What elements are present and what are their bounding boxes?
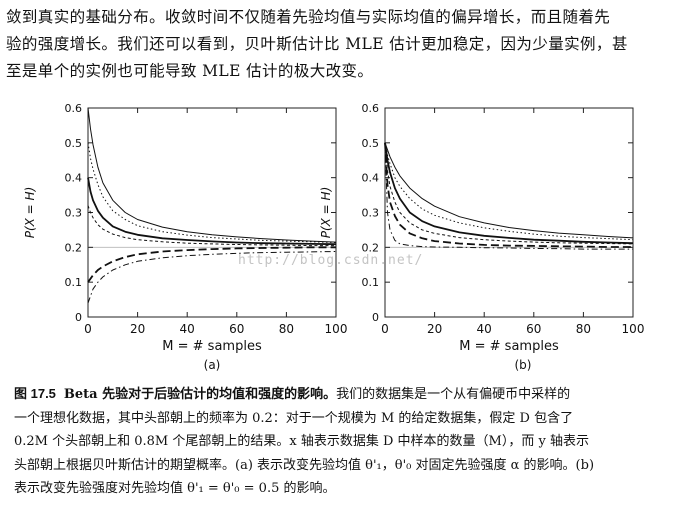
y-tick-label: 0.5 — [65, 137, 83, 150]
plot-frame — [384, 107, 634, 318]
series-line-dashed-fine — [384, 142, 634, 245]
caption-title: Beta 先验对于后验估计的均值和强度的影响。 — [63, 387, 337, 402]
x-axis-label: M = # samples — [459, 339, 559, 354]
paragraph-line: 敛到真实的基础分布。收敛时间不仅随着先验均值与实际均值的偏异增长，而且随着先 — [6, 8, 611, 26]
figure-17-5: 0 0.1 0.2 0.3 0.4 0.5 0.6 0 20 40 60 80 100 M = # sam… — [23, 102, 644, 372]
series-line-dash-dot — [384, 142, 633, 250]
caption-line: 表示改变先验强度对先验均值 θ'₁ = θ'₀ = 0.5 的影响。 — [14, 481, 336, 496]
series-line-dotted — [87, 142, 337, 243]
panel-label: (b) — [515, 358, 532, 372]
y-tick-label: 0.1 — [362, 276, 380, 289]
series-line-dashed-fine — [87, 205, 336, 247]
paragraph-line: 至是单个的实例也可能导致 MLE 估计的极大改变。 — [6, 62, 374, 80]
x-tick-label: 0 — [381, 322, 389, 336]
series-line-solid-bold — [384, 142, 634, 245]
x-tick-label: 80 — [576, 322, 591, 336]
caption-line: 一个理想化数据，其中头部朝上的频率为 0.2：对于一个规模为 M 的给定数据集，… — [14, 410, 574, 426]
chart-panel-a: 0 0.1 0.2 0.3 0.4 0.5 0.6 0 20 40 60 80 100 M = # sam… — [23, 102, 347, 372]
y-tick-label: 0.4 — [65, 172, 83, 185]
paragraph-line: 验的强度增长。我们还可以看到，贝叶斯估计比 MLE 估计更加稳定，因为少量实例，… — [6, 35, 628, 53]
caption-line: 0.2M 个头部朝上和 0.8M 个尾部朝上的结果。x 轴表示数据集 D 中样本… — [14, 434, 589, 449]
series-line-dashed-bold — [384, 142, 633, 248]
series-line-dash-dot — [87, 251, 337, 304]
x-tick-label: 40 — [180, 322, 195, 336]
y-tick-label: 0 — [75, 311, 82, 324]
x-tick-label: 100 — [325, 322, 348, 336]
y-tick-label: 0.1 — [65, 276, 83, 289]
y-tick-label: 0.6 — [65, 102, 83, 115]
x-tick-label: 60 — [229, 322, 244, 336]
x-tick-label: 20 — [130, 322, 145, 336]
series-line-solid-thin — [87, 107, 337, 243]
y-tick-label: 0.5 — [362, 137, 380, 150]
series-line-dotted — [384, 142, 634, 241]
y-axis-label: P(X = H) — [23, 187, 37, 239]
chart-panel-b: 0 0.1 0.2 0.3 0.4 0.5 0.6 0 20 40 60 80 100 M = # sam… — [319, 102, 644, 372]
y-tick-label: 0 — [372, 311, 379, 324]
y-axis-label: P(X = H) — [319, 187, 333, 239]
y-tick-label: 0.3 — [362, 207, 380, 220]
y-tick-label: 0.2 — [362, 241, 380, 254]
x-axis-label: M = # samples — [162, 339, 262, 354]
y-tick-label: 0.2 — [65, 241, 83, 254]
series-line-solid-thin — [384, 142, 634, 239]
series-line-solid-bold — [87, 177, 337, 246]
figure-caption: 图 17.5 Beta 先验对于后验估计的均值和强度的影响。我们的数据集是一个从有… — [14, 382, 694, 501]
x-tick-label: 0 — [84, 322, 92, 336]
x-tick-label: 60 — [526, 322, 541, 336]
caption-line: 头部朝上根据贝叶斯估计的期望概率。(a) 表示改变先验均值 θ'₁，θ'₀ 对固… — [14, 457, 595, 473]
watermark-text: http://blog.csdn.net/ — [238, 253, 424, 268]
series-line-dashed-bold — [87, 246, 336, 283]
y-tick-label: 0.6 — [362, 102, 380, 115]
y-tick-label: 0.3 — [65, 207, 83, 220]
x-tick-label: 100 — [622, 322, 645, 336]
y-tick-label: 0.4 — [362, 172, 380, 185]
x-tick-label: 80 — [279, 322, 294, 336]
caption-label: 图 17.5 — [14, 386, 56, 401]
x-tick-label: 20 — [427, 322, 442, 336]
body-paragraph: 敛到真实的基础分布。收敛时间不仅随着先验均值与实际均值的偏异增长，而且随着先 验… — [6, 4, 696, 85]
caption-line: 我们的数据集是一个从有偏硬币中采样的 — [336, 387, 571, 402]
x-tick-label: 40 — [477, 322, 492, 336]
panel-label: (a) — [204, 358, 221, 372]
